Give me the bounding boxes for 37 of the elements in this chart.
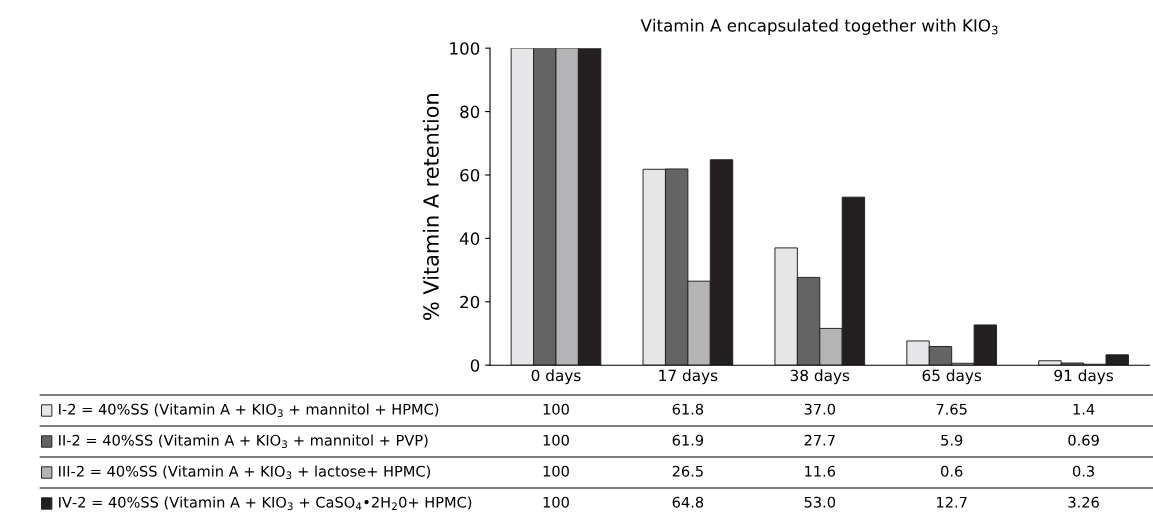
y-tick-label: 100 — [450, 42, 480, 55]
data-label: 26.5 — [672, 465, 703, 477]
data-label: 100 — [543, 465, 569, 477]
legend-label: II-2 = 40%SS (Vitamin A + KIO$_{3}$ + mannitol + PVP) — [59, 434, 428, 449]
legend-label: IV-2 = 40%SS (Vitamin A + KIO$_{3}$ + CaSO$_{4}$•2H$_{2}$0+ HPMC) — [59, 496, 472, 511]
data-label: 37.0 — [804, 403, 836, 415]
data-label: 100 — [543, 496, 569, 508]
data-label: 0.6 — [941, 465, 963, 477]
data-label: 100 — [543, 434, 569, 446]
data-label: 100 — [543, 403, 569, 415]
data-label: 53.0 — [804, 496, 836, 508]
data-label: 0.3 — [1072, 465, 1095, 477]
data-label: 61.9 — [672, 434, 704, 446]
y-axis-title: % Vitamin A retention — [422, 94, 439, 320]
data-label: 7.65 — [936, 403, 967, 415]
data-label: 3.26 — [1068, 496, 1099, 508]
y-tick-label: 40 — [459, 232, 480, 245]
x-tick-label: 65 days — [922, 369, 982, 385]
x-tick-label: 38 days — [790, 369, 850, 385]
data-label: 61.8 — [672, 403, 704, 415]
data-label: 11.6 — [805, 465, 836, 477]
data-label: 64.8 — [672, 496, 704, 508]
data-label: 12.7 — [937, 496, 967, 508]
data-label: 1.4 — [1073, 403, 1095, 415]
y-tick-label: 20 — [460, 295, 480, 309]
data-label: 0.69 — [1068, 434, 1099, 446]
x-tick-label: 91 days — [1054, 369, 1114, 385]
x-tick-label: 17 days — [659, 369, 718, 385]
y-tick-label: 60 — [460, 168, 480, 182]
y-tick-label: 80 — [460, 105, 480, 119]
chart-title: Vitamin A encapsulated together with KIO$_{3}$ — [640, 18, 998, 35]
data-label: 5.9 — [941, 434, 963, 446]
data-label: 27.7 — [804, 434, 835, 446]
legend-label: III-2 = 40%SS (Vitamin A + KIO$_{3}$ + lactose+ HPMC) — [59, 465, 431, 480]
x-tick-label: 0 days — [531, 369, 581, 385]
legend-label: I-2 = 40%SS (Vitamin A + KIO$_{3}$ + mannitol + HPMC) — [59, 403, 439, 418]
y-tick-label: 0 — [470, 359, 480, 372]
